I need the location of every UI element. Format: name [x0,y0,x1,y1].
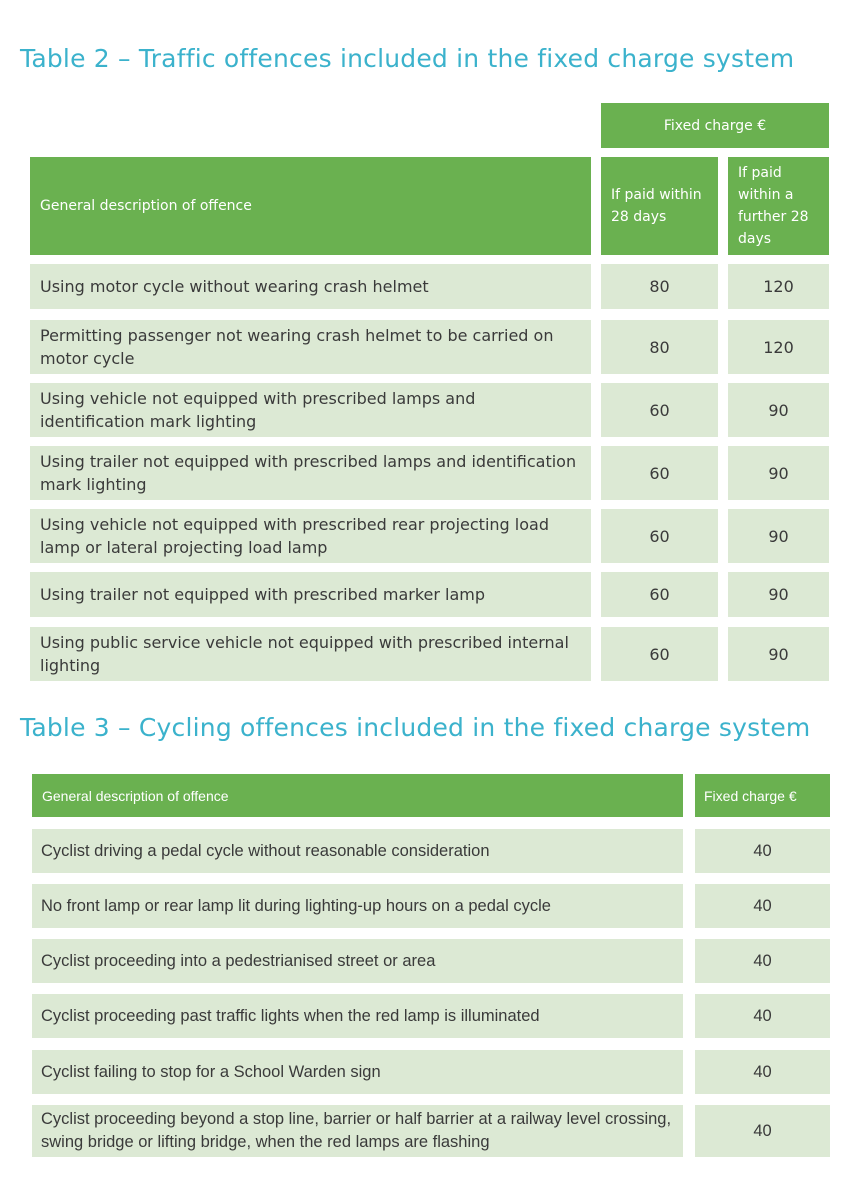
charge-within-further-28-days: 90 [728,627,829,681]
offence-description: Cyclist failing to stop for a School War… [32,1050,683,1094]
fixed-charge-value: 40 [695,1050,830,1094]
offence-description: Cyclist proceeding into a pedestrianised… [32,939,683,983]
paid-within-further-28-days-header: If paid within a further 28 days [728,157,829,255]
fixed-charge-value: 40 [695,939,830,983]
charge-within-further-28-days: 120 [728,264,829,309]
offence-description: Using motor cycle without wearing crash … [30,264,591,309]
charge-within-28-days: 60 [601,572,718,617]
charge-within-further-28-days: 90 [728,446,829,500]
offence-description: Using vehicle not equipped with prescrib… [30,509,591,563]
charge-within-further-28-days: 90 [728,383,829,437]
description-column-header: General description of offence [32,774,683,817]
charge-within-28-days: 60 [601,509,718,563]
offence-description: No front lamp or rear lamp lit during li… [32,884,683,928]
offence-description: Cyclist proceeding beyond a stop line, b… [32,1105,683,1157]
table-3-title: Table 3 – Cycling offences included in t… [20,713,811,742]
charge-within-28-days: 60 [601,383,718,437]
paid-within-28-days-header: If paid within 28 days [601,157,718,255]
offence-description: Permitting passenger not wearing crash h… [30,320,591,374]
fixed-charge-value: 40 [695,829,830,873]
fixed-charge-group-header: Fixed charge € [601,103,829,148]
charge-within-28-days: 60 [601,627,718,681]
charge-within-further-28-days: 120 [728,320,829,374]
fixed-charge-value: 40 [695,994,830,1038]
offence-description: Cyclist proceeding past traffic lights w… [32,994,683,1038]
offence-description: Using vehicle not equipped with prescrib… [30,383,591,437]
charge-within-further-28-days: 90 [728,572,829,617]
description-column-header: General description of offence [30,157,591,255]
fixed-charge-value: 40 [695,1105,830,1157]
offence-description: Using public service vehicle not equippe… [30,627,591,681]
table-2-title: Table 2 – Traffic offences included in t… [20,44,795,73]
charge-within-28-days: 80 [601,264,718,309]
fixed-charge-column-header: Fixed charge € [695,774,830,817]
fixed-charge-value: 40 [695,884,830,928]
charge-within-28-days: 60 [601,446,718,500]
charge-within-28-days: 80 [601,320,718,374]
offence-description: Using trailer not equipped with prescrib… [30,446,591,500]
charge-within-further-28-days: 90 [728,509,829,563]
offence-description: Cyclist driving a pedal cycle without re… [32,829,683,873]
offence-description: Using trailer not equipped with prescrib… [30,572,591,617]
